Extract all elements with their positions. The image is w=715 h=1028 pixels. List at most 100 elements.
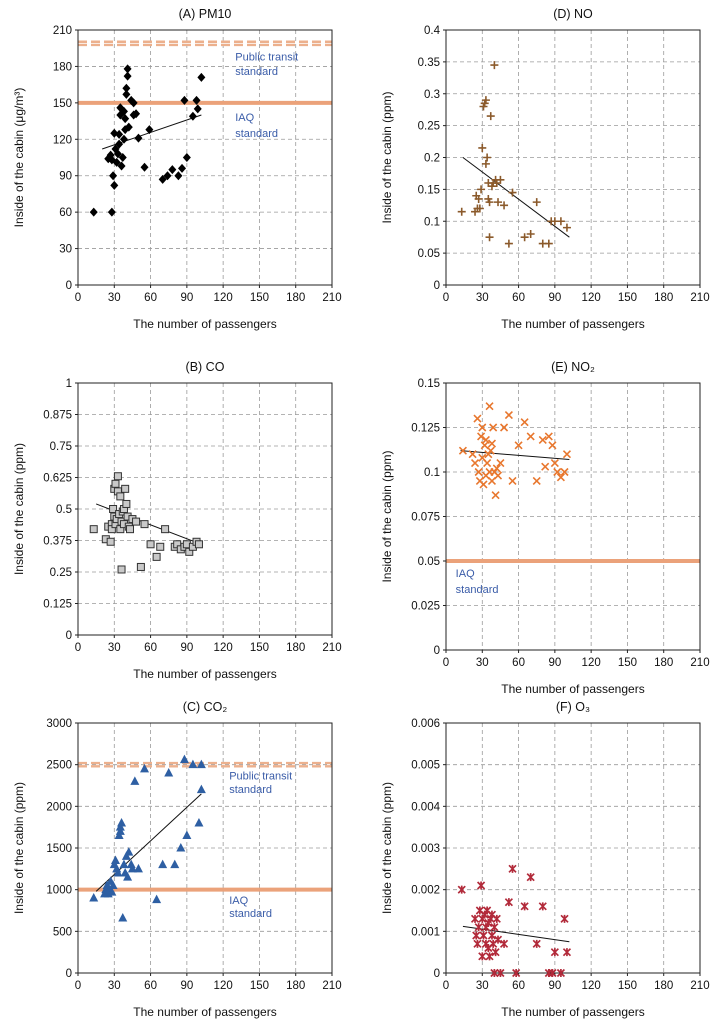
data-point (556, 473, 565, 482)
y-tick-label: 150 (53, 98, 72, 110)
data-point (479, 931, 488, 940)
y-tick-label: 0.5 (56, 504, 72, 516)
y-tick-label: 0.75 (50, 441, 72, 453)
data-point (89, 893, 99, 902)
data-point (123, 872, 133, 881)
y-tick-label: 0.3 (424, 89, 440, 101)
data-point (556, 968, 566, 978)
x-tick-label: 90 (548, 980, 561, 992)
y-tick-label: 2500 (46, 760, 72, 772)
data-point (553, 467, 562, 477)
plot-frame (445, 29, 701, 286)
plot-frame (445, 382, 701, 651)
x-tick-label: 150 (618, 657, 637, 669)
y-tick-label: 0 (434, 280, 440, 292)
y-tick-label: 0.125 (43, 599, 72, 611)
data-point (457, 207, 466, 216)
data-point (193, 104, 202, 114)
plot-frame (445, 722, 701, 974)
data-point (116, 492, 125, 501)
data-point (496, 175, 505, 184)
data-point (117, 161, 126, 171)
x-tick-label: 60 (144, 642, 157, 654)
y-tick-label: 1000 (46, 885, 72, 897)
data-point (526, 873, 535, 882)
y-axis-label: Inside of the cabin (ppm) (12, 443, 26, 575)
y-tick-label: 0.15 (418, 184, 440, 196)
x-axis-label: The number of passengers (133, 1005, 276, 1019)
data-point (491, 948, 500, 957)
data-point (140, 763, 150, 773)
reference-line-label: standard (235, 128, 278, 140)
data-point (132, 517, 141, 526)
reference-line-label: IAQ (456, 568, 475, 580)
data-point (492, 464, 501, 473)
data-point (481, 159, 490, 168)
x-tick-label: 60 (512, 292, 525, 304)
panel-f: (F) O₃ 0 30 60 90 120 150 180 210 0 0.001 0.002 0.00… (380, 700, 710, 1019)
data-point (111, 479, 120, 488)
data-point (182, 153, 191, 162)
y-tick-label: 500 (53, 926, 72, 938)
data-point (470, 914, 480, 923)
data-point (122, 89, 131, 99)
x-tick-label: 0 (75, 292, 81, 304)
y-tick-label: 0.4 (424, 25, 441, 37)
x-tick-label: 30 (108, 642, 121, 654)
data-point (473, 414, 482, 423)
data-point (476, 881, 486, 890)
panel-title: (C) CO₂ (183, 700, 228, 714)
data-point (500, 201, 509, 210)
data-point (514, 441, 523, 450)
data-point (485, 402, 494, 411)
data-point (499, 423, 509, 432)
x-tick-label: 0 (443, 980, 449, 992)
data-point (499, 939, 509, 948)
trend-line (95, 793, 202, 892)
panel-a: (A) PM10 0 30 60 90 120 150 180 210 0 30 60 90 120 150… (12, 7, 342, 331)
data-point (136, 562, 145, 571)
y-tick-label: 0.1 (424, 216, 440, 228)
x-tick-label: 0 (75, 642, 81, 654)
data-point (487, 439, 497, 448)
data-point (196, 759, 206, 769)
y-tick-label: 0 (434, 645, 440, 657)
x-axis-label: The number of passengers (501, 682, 644, 696)
x-tick-label: 60 (144, 980, 157, 992)
data-point (132, 109, 141, 119)
data-point (89, 525, 98, 534)
y-axis-label: Inside of the cabin (ppm) (12, 782, 26, 914)
x-tick-label: 120 (582, 292, 601, 304)
data-point (192, 95, 201, 105)
reference-line-label: standard (229, 908, 272, 920)
x-tick-label: 180 (654, 980, 673, 992)
data-point (146, 540, 155, 549)
x-tick-label: 30 (476, 980, 489, 992)
data-point (118, 913, 128, 922)
data-point (474, 467, 483, 477)
x-tick-label: 210 (690, 292, 709, 304)
y-tick-label: 180 (53, 61, 72, 73)
x-tick-label: 90 (180, 292, 193, 304)
data-point (486, 446, 495, 455)
x-tick-label: 90 (548, 292, 561, 304)
data-point (113, 149, 122, 159)
plot-frame (77, 29, 333, 286)
data-point (473, 939, 482, 948)
y-tick-label: 0.25 (418, 121, 440, 133)
data-point (115, 129, 124, 139)
y-axis-label: Inside of the cabin (ppm) (380, 450, 394, 582)
data-point (526, 432, 535, 441)
data-point (197, 72, 206, 82)
y-tick-label: 0 (434, 968, 440, 980)
x-tick-label: 210 (322, 642, 341, 654)
panel-title: (F) O₃ (556, 700, 590, 714)
y-tick-label: 0 (66, 630, 72, 642)
x-tick-label: 150 (618, 980, 637, 992)
data-point (140, 520, 149, 529)
y-tick-label: 2000 (46, 801, 72, 813)
y-tick-label: 0.1 (424, 467, 440, 479)
data-point (550, 459, 559, 468)
reference-line-label: standard (456, 584, 499, 596)
data-point (152, 552, 161, 561)
